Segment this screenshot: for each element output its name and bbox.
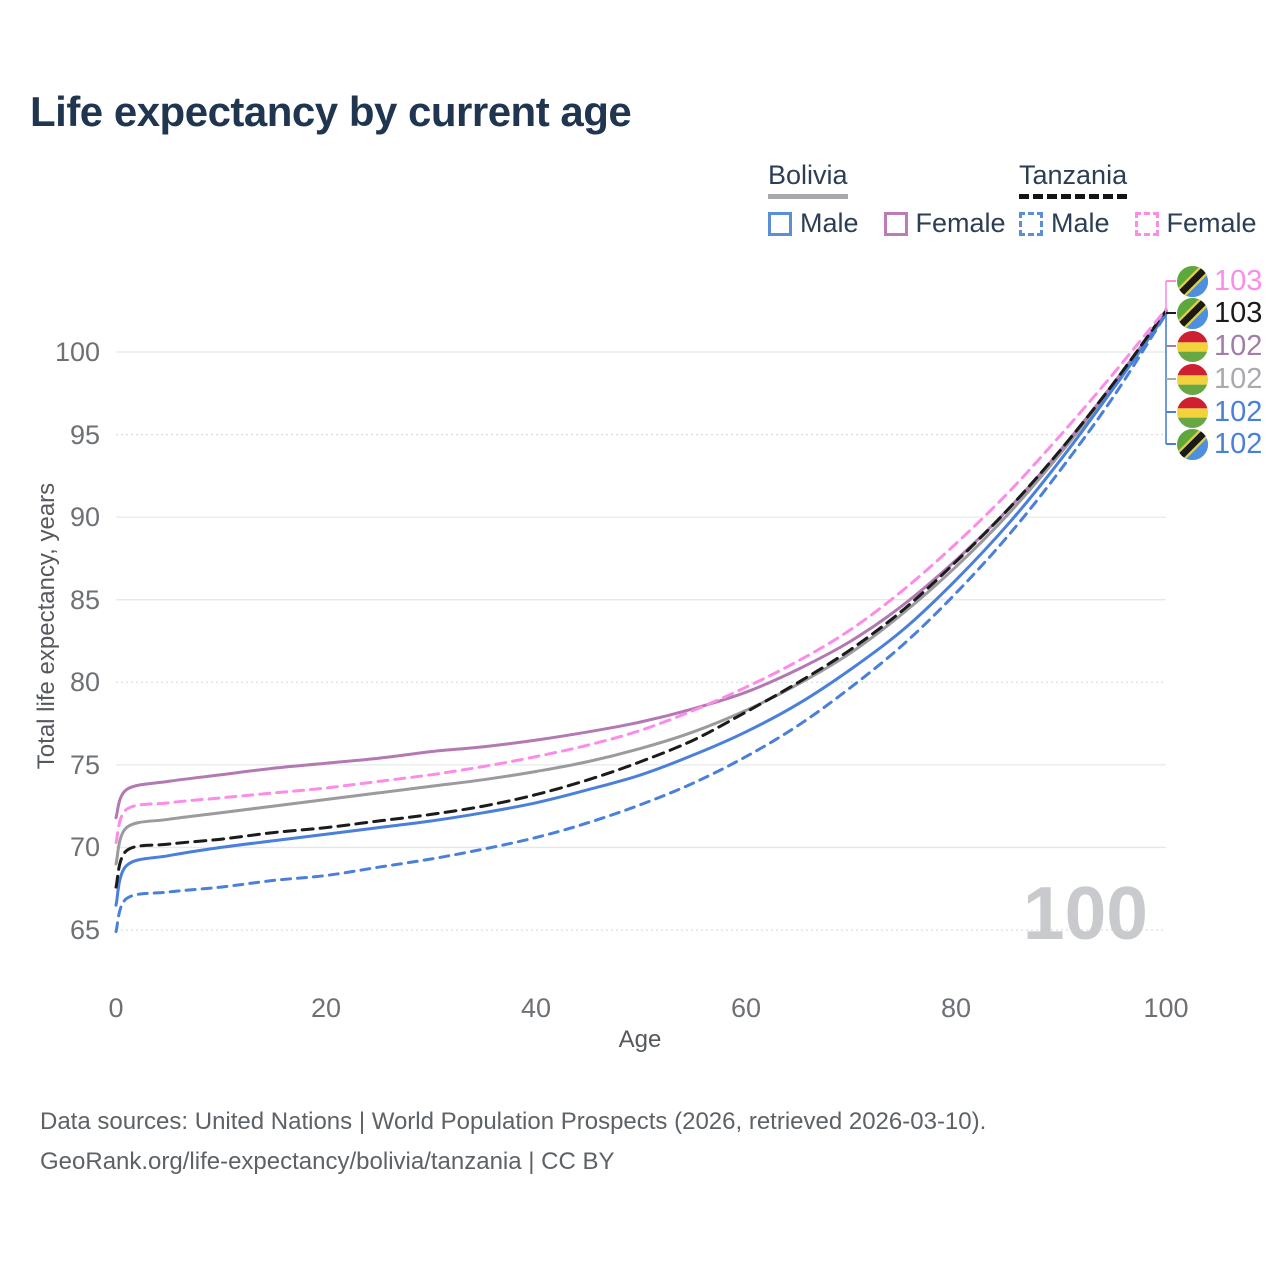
legend-item-label: Male [1051, 208, 1110, 238]
bolivia-flag-icon [1177, 364, 1208, 395]
y-tick-label: 85 [69, 584, 100, 615]
x-tick-label: 60 [730, 993, 762, 1023]
callout-value: 103 [1214, 265, 1263, 297]
series-line-bolivia [114, 310, 1168, 866]
y-tick-label: 100 [54, 337, 100, 367]
x-tick-label: 100 [1143, 993, 1189, 1023]
tanzania-flag-icon [1177, 266, 1208, 297]
tanzania-flag-icon [1177, 298, 1208, 329]
legend-item-tanzania-female[interactable]: Female [1134, 208, 1257, 239]
legend-item-bolivia-male[interactable]: Male [768, 208, 859, 239]
legend-item-label: Male [800, 208, 859, 238]
bolivia-male-swatch-icon [768, 211, 792, 236]
bolivia-flag-icon [1177, 331, 1208, 362]
legend-item-tanzania-male[interactable]: Male [1019, 208, 1110, 239]
series-line-tanzania-female [114, 307, 1168, 844]
callout-value: 102 [1214, 330, 1263, 362]
y-tick-label: 75 [69, 749, 100, 780]
x-tick-label: 40 [520, 993, 552, 1023]
callout-tanzania-female: 103 [1177, 265, 1262, 298]
y-tick-label: 90 [69, 502, 100, 533]
callout-bolivia: 102 [1177, 363, 1262, 396]
age-watermark: 100 [1022, 871, 1148, 955]
legend-item-bolivia-female[interactable]: Female [883, 208, 1006, 239]
callout-tanzania-male: 102 [1177, 428, 1262, 461]
legend-item-label: Female [915, 208, 1006, 238]
callout-value: 102 [1214, 428, 1263, 460]
x-axis-title: Age [618, 1026, 662, 1053]
legend-group-bolivia: Bolivia Male Female [768, 160, 1022, 239]
x-tick-label: 0 [108, 993, 124, 1023]
legend-group-tanzania: Tanzania Male Female [1019, 160, 1273, 239]
callout-value: 102 [1214, 396, 1263, 428]
x-tick-label: 20 [310, 993, 342, 1023]
footer-source-line: Data sources: United Nations | World Pop… [40, 1108, 987, 1135]
series-line-bolivia-male [114, 312, 1168, 907]
footer-url-line: GeoRank.org/life-expectancy/bolivia/tanz… [40, 1148, 615, 1175]
y-tick-label: 80 [69, 667, 100, 698]
tanzania-flag-icon [1177, 429, 1208, 460]
series-line-tanzania-male [114, 312, 1168, 934]
callout-value: 102 [1214, 363, 1263, 395]
page-title: Life expectancy by current age [30, 88, 632, 135]
callout-bolivia-male: 102 [1177, 396, 1262, 429]
y-tick-label: 65 [69, 914, 100, 945]
bolivia-flag-icon [1177, 397, 1208, 428]
series-line-tanzania [114, 309, 1168, 889]
y-tick-label: 70 [69, 832, 100, 863]
callout-tanzania: 103 [1177, 297, 1262, 330]
y-tick-label: 95 [69, 419, 100, 450]
bolivia-female-swatch-icon [883, 211, 908, 236]
callout-bolivia-female: 102 [1177, 330, 1262, 363]
callout-value: 103 [1214, 297, 1263, 329]
x-tick-label: 80 [940, 993, 972, 1023]
legend-country-bolivia[interactable]: Bolivia [768, 160, 848, 199]
legend-item-label: Female [1166, 208, 1257, 238]
tanzania-female-swatch-icon [1134, 211, 1159, 236]
tanzania-male-swatch-icon [1019, 211, 1043, 236]
chart-plot [114, 280, 1176, 934]
legend-country-tanzania[interactable]: Tanzania [1019, 160, 1128, 199]
series-line-bolivia-female [114, 310, 1168, 820]
